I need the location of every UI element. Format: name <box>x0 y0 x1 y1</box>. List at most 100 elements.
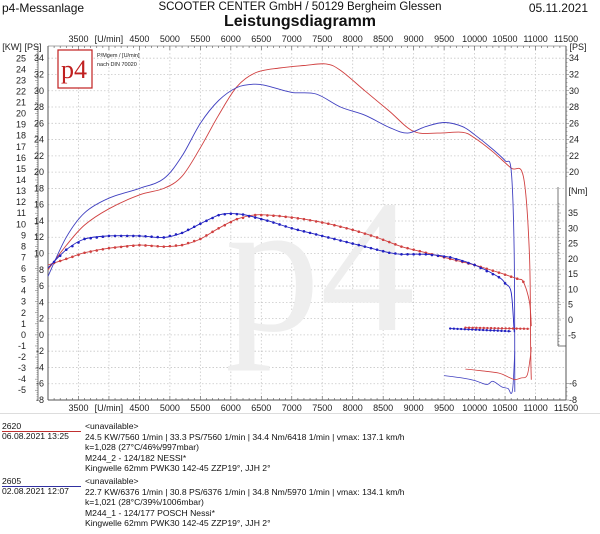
x-tick-label-top: 3500 <box>68 34 88 44</box>
series-marker <box>259 217 263 221</box>
ps-tick-label: 32 <box>34 69 44 79</box>
ps-tick-label-right: 28 <box>569 102 579 112</box>
ps-tick-label: 4 <box>39 297 44 307</box>
loss-marker <box>474 328 478 331</box>
axes: 3500350045004500500050005500550060006000… <box>2 34 587 413</box>
p4-logo: p4 P/Mgem / [U/min] nach DIN 70020 <box>57 49 140 89</box>
kw-tick-label: 25 <box>16 53 26 63</box>
loss-marker <box>519 327 522 330</box>
series-marker <box>436 254 440 258</box>
series-marker <box>522 280 525 284</box>
series-marker <box>290 226 294 230</box>
x-tick-label-bottom: 7500 <box>312 403 332 413</box>
series-marker <box>95 249 99 252</box>
series-marker <box>333 223 336 227</box>
x-tick-label-top: 5000 <box>160 34 180 44</box>
loss-marker <box>471 326 474 329</box>
ps-tick-label: 0 <box>39 330 44 340</box>
run-values: 24.5 KW/7560 1/min | 33.3 PS/7560 1/min … <box>85 431 405 442</box>
ps-axis-label-right: [PS] <box>569 42 586 52</box>
series-marker <box>369 246 373 250</box>
series-marker <box>473 263 476 267</box>
series-marker <box>156 244 159 248</box>
ps-tick-label: 22 <box>34 151 44 161</box>
nm-tick-label: 20 <box>568 254 578 264</box>
series-marker <box>351 242 355 245</box>
nm-tick-label: 15 <box>568 269 578 279</box>
series-marker <box>406 252 409 256</box>
series-marker <box>253 213 257 217</box>
loss-marker <box>486 326 489 330</box>
nm-tick-label: 5 <box>568 300 573 310</box>
series-marker <box>211 216 214 220</box>
series-marker <box>400 245 403 248</box>
series-marker <box>186 241 190 245</box>
loss-marker <box>511 327 515 330</box>
series-marker <box>186 228 190 232</box>
series-marker <box>113 234 117 238</box>
series-marker <box>272 214 275 218</box>
series-marker <box>284 215 287 219</box>
series-marker <box>363 245 367 248</box>
kw-tick-label: 7 <box>21 252 26 262</box>
x-tick-label-bottom: 10500 <box>493 403 518 413</box>
series-marker <box>241 213 245 216</box>
series-marker <box>375 248 379 251</box>
series-marker <box>327 222 330 225</box>
series-marker <box>150 235 153 238</box>
series-marker <box>272 221 275 224</box>
series-marker <box>144 235 147 238</box>
series-marker <box>314 220 318 223</box>
series-marker <box>199 222 202 225</box>
run-conditions: k=1,021 (28°C/39%/1006mbar) <box>85 497 204 508</box>
loss-marker <box>452 327 456 330</box>
run-id: 2605 <box>2 476 22 486</box>
kw-tick-label: 15 <box>16 164 26 174</box>
kw-tick-label: 21 <box>16 98 26 108</box>
run-id: 2620 <box>2 421 22 431</box>
series-marker <box>339 225 342 229</box>
kw-tick-label: -1 <box>18 341 26 351</box>
series-marker <box>168 244 172 248</box>
loss-marker <box>475 326 478 330</box>
series-marker <box>455 257 458 261</box>
kw-tick-label: 5 <box>21 275 26 285</box>
series-marker <box>345 226 348 230</box>
series-marker <box>77 241 80 244</box>
ps-tick-label-right: 34 <box>569 53 579 63</box>
ps-tick-label-right: 24 <box>569 135 579 145</box>
ps-tick-label: 10 <box>34 249 44 259</box>
kw-tick-label: 8 <box>21 241 26 251</box>
series-marker <box>162 236 166 239</box>
series-marker <box>418 252 422 256</box>
loss-marker <box>489 326 493 330</box>
loss-marker <box>449 327 452 330</box>
series-marker <box>89 236 92 240</box>
x-tick-label-bottom: 3500 <box>68 403 88 413</box>
power-chart: p4 3500350045004500500050005500550060006… <box>2 34 587 413</box>
loss-marker <box>503 329 507 333</box>
series-marker <box>77 253 80 257</box>
loss-marker <box>522 327 526 330</box>
series-marker <box>387 251 391 255</box>
series-marker <box>339 239 342 242</box>
x-tick-label-top: 10500 <box>493 34 518 44</box>
series-marker <box>125 234 129 238</box>
series-marker <box>296 228 300 232</box>
kw-tick-label: 20 <box>16 109 26 119</box>
series-marker <box>442 255 446 258</box>
logo-note-1: P/Mgem / [U/min] <box>97 53 140 59</box>
series-marker <box>485 267 489 271</box>
kw-tick-label: 3 <box>21 297 26 307</box>
ps-tick-label: 16 <box>34 200 44 210</box>
run-name: <unavailable> <box>85 421 139 431</box>
series-marker <box>412 252 415 256</box>
x-tick-label-bottom: 6500 <box>251 403 271 413</box>
kw-tick-label: -2 <box>18 352 26 362</box>
x-tick-label-bottom: 9500 <box>434 403 454 413</box>
ps-tick-label: -2 <box>36 346 44 356</box>
x-tick-label-top: 8000 <box>343 34 363 44</box>
x-tick-label-top: 7000 <box>282 34 302 44</box>
series-marker <box>290 216 294 219</box>
series-marker <box>430 253 434 257</box>
